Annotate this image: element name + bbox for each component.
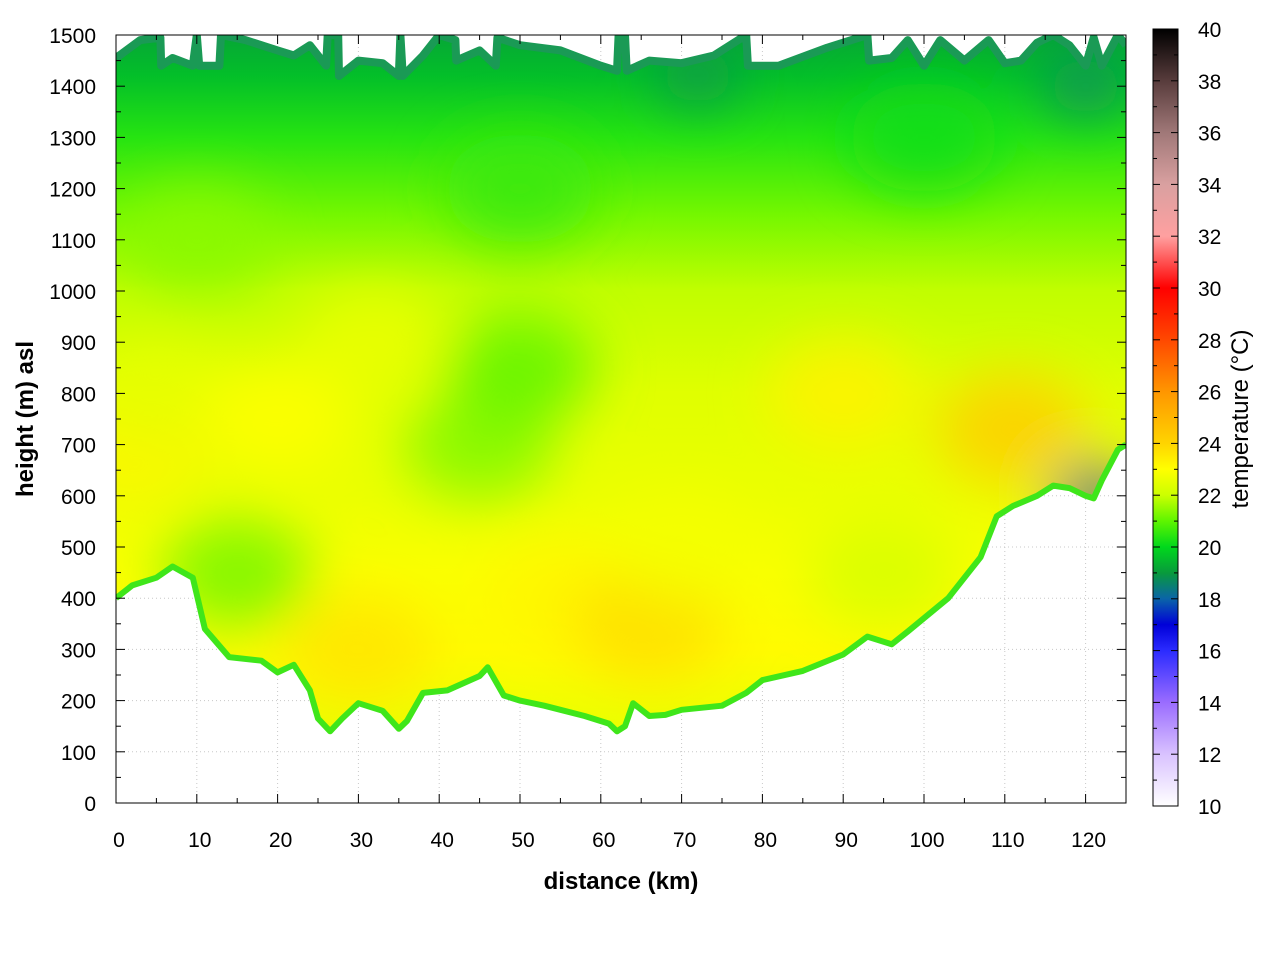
x-tick-label: 10 <box>188 829 211 852</box>
y-tick-label: 1300 <box>49 127 96 150</box>
colorbar-title: temperature (°C) <box>1227 330 1254 509</box>
y-tick-label: 800 <box>61 383 96 406</box>
x-tick-label: 50 <box>511 829 534 852</box>
colorbar-tick-label: 12 <box>1198 744 1221 767</box>
y-tick-label: 400 <box>61 588 96 611</box>
x-axis-ticks: 0 10 20 30 40 50 60 70 80 90 100 110 120 <box>113 35 1127 852</box>
colorbar-tick-label: 28 <box>1198 330 1221 353</box>
temperature-sample <box>445 133 595 244</box>
y-tick-label: 100 <box>61 742 96 765</box>
y-tick-label: 1100 <box>51 230 96 253</box>
temperature-sample <box>299 287 450 398</box>
colorbar-tick-label: 32 <box>1198 226 1221 249</box>
temperature-sample <box>937 374 1088 485</box>
temperature-sample <box>1045 56 1126 117</box>
y-axis-title: height (m) asl <box>12 341 39 497</box>
y-tick-label: 1000 <box>49 281 96 304</box>
x-tick-label: 30 <box>350 829 373 852</box>
x-tick-label: 90 <box>835 829 858 852</box>
colorbar-tick-label: 38 <box>1198 71 1221 94</box>
temperature-sample <box>283 594 434 705</box>
top-edge-band <box>116 35 1126 80</box>
x-tick-label: 20 <box>269 829 292 852</box>
y-axis-ticks: 0 100 200 300 400 500 600 700 800 900 1000 1100 1200… <box>49 25 1126 816</box>
colorbar-tick-label: 26 <box>1198 382 1221 405</box>
y-tick-label: 1200 <box>49 179 96 202</box>
x-axis-title: distance (km) <box>544 868 699 895</box>
y-tick-label: 600 <box>61 486 96 509</box>
temperature-anomalies <box>116 45 1126 705</box>
y-tick-label: 900 <box>61 332 96 355</box>
y-tick-label: 1400 <box>49 76 96 99</box>
colorbar-ticks: 10 12 14 16 18 20 22 24 26 28 30 32 34 36 38 40 <box>1153 19 1222 819</box>
temperature-sample <box>202 364 353 474</box>
x-tick-label: 100 <box>909 829 944 852</box>
y-tick-label: 300 <box>61 639 96 662</box>
temperature-sample <box>116 338 232 449</box>
ground-edge-band <box>116 442 1126 735</box>
x-tick-label: 60 <box>592 829 615 852</box>
temperature-sample <box>768 338 919 449</box>
colorbar-tick-label: 34 <box>1198 174 1222 197</box>
colorbar-tick-label: 10 <box>1198 796 1221 819</box>
x-tick-label: 70 <box>673 829 696 852</box>
colorbar-tick-label: 36 <box>1198 123 1221 146</box>
temperature-sample <box>121 184 272 295</box>
x-tick-label: 40 <box>431 829 454 852</box>
colorbar-tick-label: 40 <box>1198 19 1221 42</box>
y-tick-label: 200 <box>61 691 96 714</box>
colorbar-tick-label: 16 <box>1198 641 1221 664</box>
x-tick-label: 0 <box>113 829 125 852</box>
y-tick-label: 500 <box>61 537 96 560</box>
y-tick-label: 1500 <box>49 25 96 48</box>
x-tick-label: 120 <box>1071 829 1106 852</box>
temperature-sample <box>849 82 999 193</box>
y-tick-label: 0 <box>84 793 96 816</box>
colorbar-tick-label: 24 <box>1198 433 1222 456</box>
temperature-sample <box>657 45 738 106</box>
temperature-sample <box>445 312 595 423</box>
x-tick-label: 80 <box>754 829 777 852</box>
colorbar-tick-label: 20 <box>1198 537 1221 560</box>
y-tick-label: 700 <box>61 435 96 458</box>
colorbar-tick-label: 18 <box>1198 589 1221 612</box>
temperature-sample <box>808 517 959 628</box>
colorbar-tick-label: 22 <box>1198 485 1221 508</box>
colorbar-tick-label: 14 <box>1198 692 1222 715</box>
temperature-field <box>116 35 1126 732</box>
colorbar-tick-label: 30 <box>1198 278 1221 301</box>
x-tick-label: 110 <box>991 829 1024 852</box>
temperature-sample <box>606 492 757 602</box>
